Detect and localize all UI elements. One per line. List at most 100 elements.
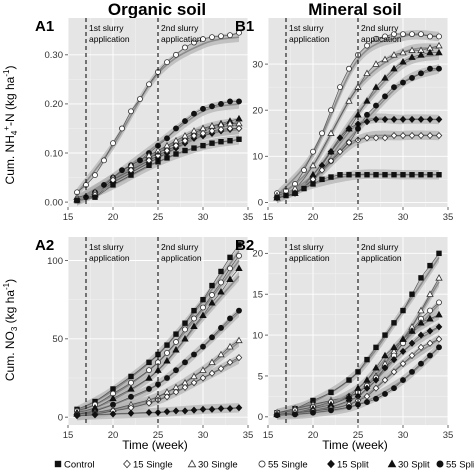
data-point (218, 279, 224, 286)
data-point (181, 407, 189, 415)
data-point (435, 335, 443, 343)
data-point (235, 336, 243, 344)
data-point (199, 374, 207, 382)
data-point (101, 181, 107, 188)
data-point (236, 307, 242, 314)
y-tick-label: 0.30 (45, 50, 64, 61)
data-point (399, 48, 407, 56)
data-point (391, 84, 397, 91)
data-point (208, 358, 216, 366)
data-point (145, 408, 153, 417)
data-point (182, 147, 188, 154)
data-point (373, 395, 379, 402)
data-point (328, 407, 334, 414)
data-point (400, 377, 406, 383)
data-point (381, 351, 389, 359)
data-point (327, 148, 335, 156)
data-point (408, 46, 416, 53)
data-point (436, 172, 442, 178)
data-point (372, 115, 380, 123)
data-point (373, 344, 379, 351)
data-point (182, 44, 188, 51)
data-point (427, 172, 433, 178)
y-tick-label: 0 (258, 198, 263, 209)
data-point (200, 142, 206, 149)
data-point (208, 298, 216, 306)
data-point (363, 97, 371, 104)
data-point (172, 345, 180, 353)
slurry-annotation: 2nd slurry (361, 242, 399, 252)
x-tick-label: 25 (153, 212, 164, 223)
data-point (172, 388, 180, 396)
confidence-band (277, 169, 439, 203)
data-point (381, 364, 389, 372)
slurry-annotation: application (161, 253, 202, 263)
data-point (226, 358, 234, 366)
data-point (346, 377, 352, 383)
data-point (182, 320, 188, 326)
data-point (345, 125, 353, 133)
data-point (310, 148, 316, 155)
data-point (301, 185, 307, 192)
legend-marker (258, 460, 266, 468)
data-point (328, 389, 334, 396)
data-point (390, 131, 398, 140)
data-point (408, 131, 416, 140)
data-point (163, 393, 171, 401)
data-point (163, 356, 171, 364)
data-point (372, 363, 380, 371)
data-point (182, 359, 188, 366)
data-point (92, 194, 98, 200)
y-tick-label: 10 (252, 330, 263, 341)
data-point (372, 376, 380, 384)
slurry-annotation: 1st slurry (89, 242, 124, 252)
slurry-annotation: application (289, 34, 330, 44)
data-point (435, 274, 443, 281)
data-point (235, 404, 243, 412)
data-point (435, 115, 443, 123)
data-point (417, 343, 425, 351)
y-tick-label: 5 (258, 371, 263, 382)
data-point (417, 115, 425, 123)
data-point (363, 376, 371, 383)
data-point (137, 157, 143, 164)
slurry-annotation: application (361, 253, 402, 263)
data-point (191, 351, 197, 358)
data-point (417, 131, 425, 140)
data-point (208, 369, 216, 377)
data-point (310, 181, 316, 187)
data-point (390, 343, 398, 351)
data-point (227, 315, 233, 322)
data-point (190, 372, 198, 380)
legend: Control 15 Single 30 Single 55 Single 15 Spl… (54, 460, 474, 471)
data-point (418, 31, 424, 38)
data-point (209, 103, 215, 110)
x-tick-label: 20 (108, 212, 119, 223)
data-point (191, 307, 197, 314)
column-title-organic: Organic soil (108, 0, 206, 19)
data-point (199, 405, 207, 413)
x-tick-label: 35 (443, 430, 454, 441)
data-point (163, 408, 171, 416)
data-point (209, 140, 215, 146)
data-point (337, 172, 343, 178)
data-point (110, 140, 116, 147)
data-point (399, 360, 407, 368)
data-point (74, 197, 80, 204)
x-tick-label: 25 (353, 430, 364, 441)
data-point (436, 65, 442, 72)
panel-label: A2 (35, 237, 54, 254)
data-point (236, 29, 242, 36)
data-point (227, 138, 233, 144)
data-point (173, 339, 179, 345)
data-point (345, 138, 353, 147)
data-point (236, 252, 242, 259)
data-point (364, 42, 370, 49)
data-point (173, 151, 179, 157)
data-point (217, 125, 225, 134)
data-point (372, 384, 380, 392)
data-point (418, 275, 424, 281)
data-point (427, 65, 433, 72)
data-point (426, 314, 434, 322)
